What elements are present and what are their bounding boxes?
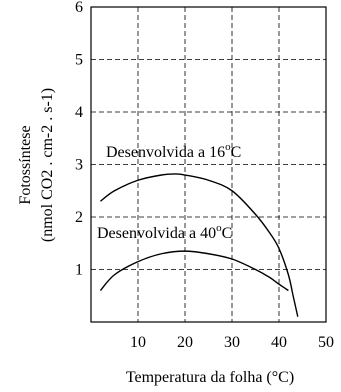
x-tick-label: 10	[130, 334, 146, 351]
x-tick-label: 50	[318, 334, 334, 351]
y-tick-label: 2	[75, 209, 83, 226]
x-tick-label: 30	[224, 334, 240, 351]
y-tick-label: 5	[75, 52, 83, 69]
y-tick-label: 6	[75, 0, 83, 16]
y-tick-label: 3	[75, 157, 83, 174]
x-axis-label: Temperatura da folha (°C)	[126, 369, 294, 386]
x-tick-label: 20	[177, 334, 193, 351]
x-tick-label: 40	[271, 334, 287, 351]
y-axis-label: Fotossíntese (nmol CO2 . cm-2 . s-1)	[17, 88, 56, 242]
series-lines	[99, 173, 299, 317]
series-line-40c	[99, 250, 289, 292]
tick-labels: 10 20 30 40 50 1 2 3 4 5 6	[75, 0, 334, 351]
plot-frame	[90, 6, 327, 323]
grid-lines	[91, 7, 326, 322]
series-line-16c	[99, 173, 299, 317]
y-axis-label-line2: (nmol CO2 . cm-2 . s-1)	[39, 88, 56, 242]
annotation-16c: Desenvolvida a 16oC	[106, 141, 241, 161]
annotation-40c: Desenvolvida a 40oC	[97, 222, 232, 242]
y-tick-label: 4	[75, 104, 83, 121]
y-axis-label-line1: Fotossíntese	[17, 125, 34, 204]
y-tick-label: 1	[75, 262, 83, 279]
